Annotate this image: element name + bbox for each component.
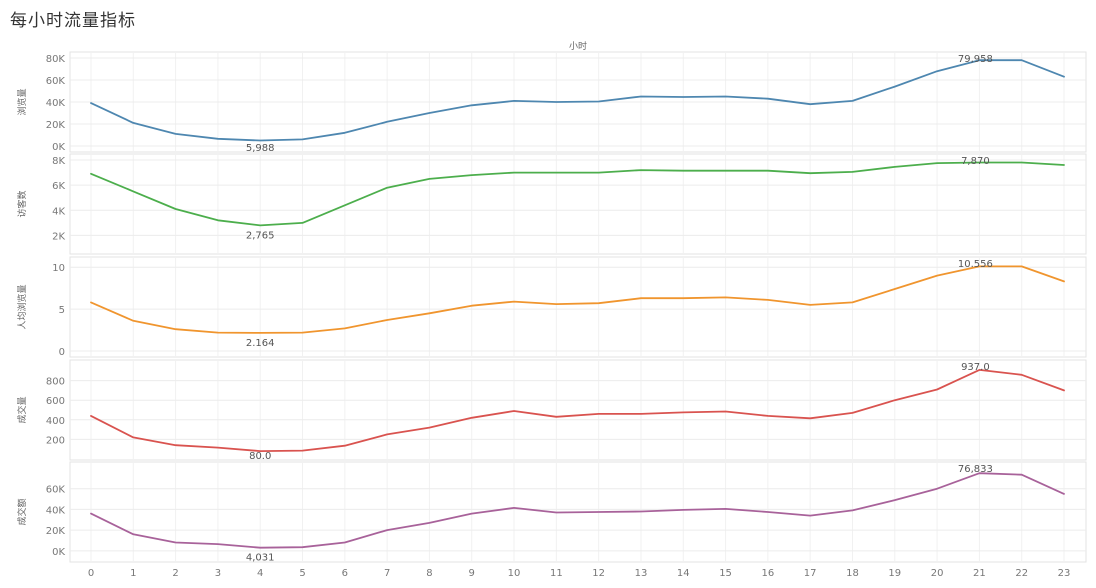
y-tick-label: 60K	[46, 485, 66, 496]
panel-5: 0K 20K 40K 60K 成交额 4,031 76,833	[16, 461, 1087, 564]
x-axis-ticks: 0 1 2 3 4 5 6 7 8 9 10 11 12 13 14 15 16 17 18 19 20 21 22 23	[88, 568, 1071, 579]
y-tick-label: 20K	[46, 526, 66, 537]
y-tick-label: 4K	[52, 206, 65, 217]
x-tick-label: 3	[215, 568, 221, 579]
min-label: 2.164	[246, 338, 275, 349]
y-axis-label: 浏览量	[16, 88, 28, 115]
y-tick-label: 0K	[52, 142, 65, 153]
x-tick-label: 23	[1058, 568, 1071, 579]
max-label: 76,833	[958, 464, 993, 475]
y-tick-label: 40K	[46, 98, 66, 109]
series-line	[90, 161, 1065, 227]
x-tick-label: 9	[469, 568, 475, 579]
min-label: 5,988	[246, 143, 275, 154]
panel-4: 200 400 600 800 成交量 80.0 937.0	[16, 359, 1087, 462]
y-tick-label: 20K	[46, 120, 66, 131]
x-tick-label: 17	[804, 568, 817, 579]
y-tick-label: 200	[46, 435, 65, 446]
x-tick-label: 2	[172, 568, 178, 579]
y-tick-label: 8K	[52, 156, 65, 167]
y-tick-label: 0	[59, 347, 65, 358]
y-tick-label: 60K	[46, 76, 66, 87]
y-tick-label: 80K	[46, 54, 66, 65]
max-label: 10.556	[958, 259, 993, 270]
x-tick-label: 18	[846, 568, 859, 579]
y-tick-label: 5	[59, 305, 65, 316]
series-line	[90, 472, 1065, 549]
x-tick-label: 4	[257, 568, 263, 579]
y-tick-label: 6K	[52, 181, 65, 192]
x-tick-label: 13	[635, 568, 648, 579]
x-tick-label: 15	[719, 568, 732, 579]
y-tick-label: 400	[46, 416, 65, 427]
x-tick-label: 5	[299, 568, 305, 579]
x-tick-label: 10	[508, 568, 521, 579]
x-tick-label: 1	[130, 568, 136, 579]
y-tick-label: 0K	[52, 547, 65, 558]
series-line	[90, 59, 1065, 142]
x-tick-label: 11	[550, 568, 563, 579]
x-tick-label: 6	[342, 568, 348, 579]
x-tick-label: 22	[1015, 568, 1028, 579]
panel-1: 0K 20K 40K 60K 80K 浏览量 5,988 79,958	[16, 51, 1087, 154]
min-label: 4,031	[246, 553, 275, 564]
series-line	[90, 368, 1065, 453]
x-tick-label: 19	[888, 568, 901, 579]
x-axis-title: 小时	[569, 40, 587, 52]
x-tick-label: 21	[973, 568, 986, 579]
x-tick-label: 16	[762, 568, 775, 579]
panel-frame	[69, 359, 1087, 461]
panel-3: 0 5 10 人均浏览量 2.164 10.556	[16, 256, 1087, 358]
y-tick-label: 800	[46, 377, 65, 388]
x-tick-label: 0	[88, 568, 94, 579]
panel-frame	[69, 256, 1087, 358]
max-label: 937.0	[961, 362, 990, 373]
chart-panels: 0K20K40K60K80K浏览量5,98879,9582K4K6K8K访客数2…	[16, 51, 1087, 564]
x-tick-label: 7	[384, 568, 390, 579]
x-tick-label: 20	[931, 568, 944, 579]
y-tick-label: 2K	[52, 231, 65, 242]
min-label: 2,765	[246, 230, 275, 241]
max-label: 79,958	[958, 54, 993, 65]
x-tick-label: 14	[677, 568, 690, 579]
min-label: 80.0	[249, 451, 271, 462]
y-tick-label: 10	[52, 263, 65, 274]
y-axis-label: 人均浏览量	[16, 284, 28, 329]
y-axis-label: 成交量	[16, 396, 28, 423]
series-line	[90, 265, 1065, 334]
page-title: 每小时流量指标	[10, 11, 136, 31]
panel-frame	[69, 153, 1087, 255]
panel-2: 2K 4K 6K 8K 访客数 2,765 7,870	[16, 153, 1087, 255]
y-tick-label: 600	[46, 396, 65, 407]
y-axis-label: 访客数	[16, 190, 28, 217]
y-tick-label: 40K	[46, 505, 66, 516]
x-tick-label: 12	[592, 568, 605, 579]
y-axis-label: 成交额	[16, 498, 28, 525]
max-label: 7,870	[961, 156, 990, 167]
x-tick-label: 8	[426, 568, 432, 579]
panel-frame	[69, 461, 1087, 563]
